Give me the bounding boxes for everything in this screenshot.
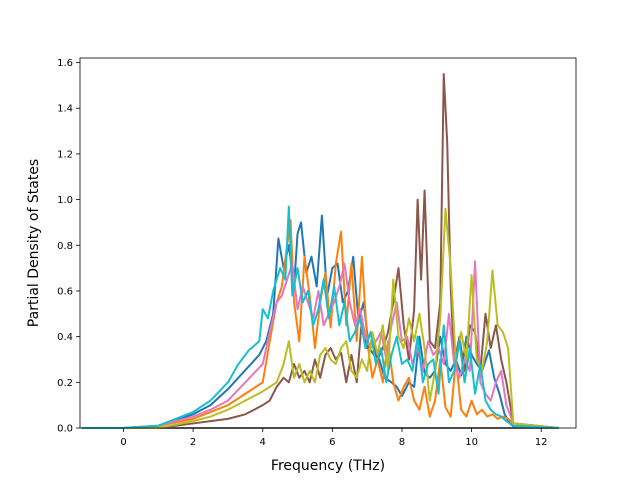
y-axis: 0.0 0.2 0.4 0.6 0.8 1.0 1.2 1.4 1.6 — [57, 58, 80, 435]
y-tick-label: 0.2 — [57, 378, 73, 389]
y-tick-label: 1.2 — [57, 149, 73, 160]
y-tick-label: 0.4 — [57, 332, 73, 343]
x-tick-label: 6 — [329, 437, 335, 448]
y-tick-label: 0.6 — [57, 286, 73, 297]
series-line-2 — [81, 219, 559, 429]
y-tick-label: 0.0 — [57, 424, 73, 435]
x-tick-label: 12 — [535, 437, 548, 448]
x-tick-label: 10 — [465, 437, 478, 448]
series-line-10 — [81, 205, 559, 429]
x-axis-label: Frequency (THz) — [271, 458, 385, 474]
y-tick-label: 0.8 — [57, 241, 73, 252]
x-tick-label: 8 — [399, 437, 405, 448]
x-tick-label: 0 — [120, 437, 126, 448]
y-tick-label: 1.0 — [57, 195, 73, 206]
y-tick-label: 1.6 — [57, 58, 73, 69]
axes-frame — [79, 57, 577, 429]
x-tick-label: 4 — [260, 437, 266, 448]
x-axis: 0 2 4 6 8 10 12 — [120, 428, 548, 448]
series-group — [81, 72, 559, 429]
y-tick-label: 1.4 — [57, 104, 73, 115]
series-line-9 — [81, 207, 559, 429]
x-tick-label: 2 — [190, 437, 196, 448]
y-axis-label: Partial Density of States — [26, 159, 42, 327]
